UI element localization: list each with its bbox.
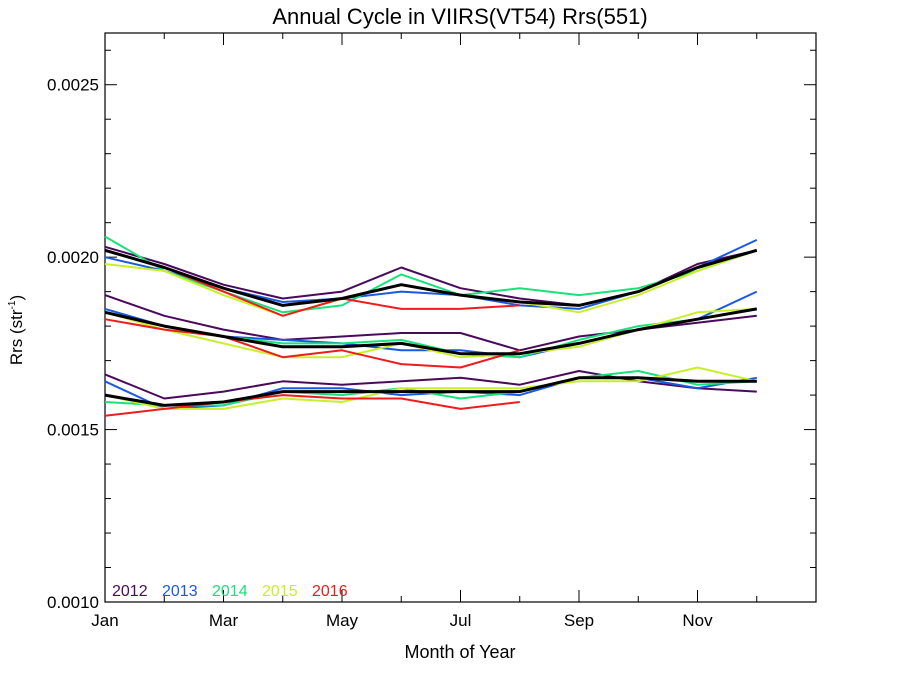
series-line-2016-1	[104, 249, 520, 317]
series-line-2016-2	[104, 318, 521, 369]
legend-entry-2016: 2016	[312, 583, 348, 600]
x-tick-label: Sep	[564, 611, 594, 630]
series-line-mean-3	[104, 376, 757, 407]
legend-entry-2014: 2014	[212, 583, 248, 600]
legend-entry-2013: 2013	[162, 583, 198, 600]
series-line-2016-3	[104, 394, 520, 417]
y-axis-label-main: Rrs (str	[7, 309, 26, 365]
series-line-mean-2	[104, 307, 758, 356]
y-axis-label-superscript: -1	[7, 300, 18, 309]
chart-title: Annual Cycle in VIIRS(VT54) Rrs(551)	[272, 4, 647, 29]
y-tick-label: 0.0025	[47, 76, 99, 95]
x-tick-label: Jul	[450, 611, 472, 630]
y-axis-label: Rrs (str-1)	[7, 295, 26, 365]
legend-entry-2012: 2012	[112, 583, 148, 600]
y-tick-label: 0.0015	[47, 421, 99, 440]
x-tick-label: Jan	[91, 611, 118, 630]
series-line-2012-3	[104, 370, 757, 400]
axis-ticks: 0.0010 0.0015 0.0020 0.0025 Jan Mar May Jul Sep N…	[47, 33, 817, 630]
y-tick-label: 0.0020	[47, 248, 99, 267]
series-line-2014-3	[104, 370, 757, 407]
x-tick-label: Nov	[682, 611, 713, 630]
y-tick-label: 0.0010	[47, 593, 99, 612]
legend-entry-2015: 2015	[262, 583, 298, 600]
x-axis-label: Month of Year	[404, 642, 515, 662]
legend: 2012 2013 2014 2015 2016	[112, 583, 348, 600]
series-layer	[104, 235, 758, 417]
series-line-2013-1	[104, 238, 758, 310]
y-axis-label-close: )	[7, 295, 26, 301]
series-line-2014-1	[104, 235, 758, 314]
x-tick-label: May	[326, 611, 359, 630]
x-tick-label: Mar	[209, 611, 239, 630]
series-line-2012-1	[104, 245, 758, 307]
series-line-mean-1	[104, 248, 758, 307]
